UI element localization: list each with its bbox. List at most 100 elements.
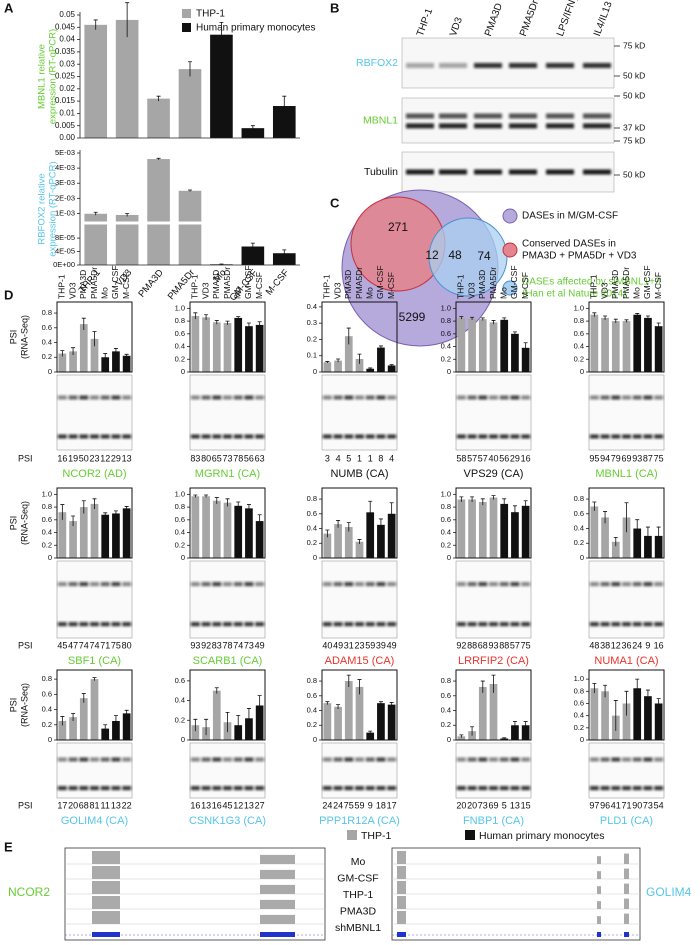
error-bar xyxy=(346,522,351,532)
gel-band xyxy=(68,582,78,587)
error-bar xyxy=(204,314,209,320)
psi-value: 65 xyxy=(212,453,222,463)
error-bar xyxy=(523,721,528,729)
gel-band xyxy=(344,582,354,587)
y-tick-label: 0 xyxy=(181,735,185,744)
bar xyxy=(241,246,265,265)
error-bar xyxy=(60,716,65,726)
bar xyxy=(122,713,131,740)
y-tick-label: 0 xyxy=(181,367,185,376)
x-tick-label: PMA5Dr xyxy=(222,267,232,299)
bar xyxy=(191,725,200,740)
bar xyxy=(590,688,599,740)
axis-break xyxy=(80,221,300,225)
y-tick-label: 0.6 xyxy=(307,509,317,518)
gel-band xyxy=(68,786,78,791)
bar xyxy=(323,533,332,558)
bar xyxy=(334,706,342,740)
venn-count: 5299 xyxy=(399,310,426,324)
psi-value: 47 xyxy=(68,640,78,650)
blot-row-label: RBFOX2 xyxy=(356,57,398,69)
psi-value: 22 xyxy=(122,800,132,810)
error-bar xyxy=(93,19,98,30)
bar xyxy=(590,506,599,558)
psi-value: 13 xyxy=(510,800,520,810)
gel-band xyxy=(201,395,211,400)
y-tick-label: 8E-05 xyxy=(55,233,75,242)
legend-label: DASEs in M/GM-CSF xyxy=(522,211,618,222)
psi-value: 17 xyxy=(57,800,67,810)
bar xyxy=(90,679,99,740)
y-tick-label: 0.4 xyxy=(441,342,451,351)
y-tick-label: 0.6 xyxy=(175,515,185,524)
gel-band xyxy=(467,757,477,762)
bar xyxy=(633,528,642,558)
psi-value: 71 xyxy=(100,640,110,650)
psi-value: 59 xyxy=(354,800,364,810)
y-tick-label: 0 xyxy=(313,367,317,376)
gel-band xyxy=(611,757,621,762)
bar xyxy=(191,496,200,558)
gel-band xyxy=(521,786,531,791)
blot-band xyxy=(509,63,537,68)
gel-band xyxy=(244,395,254,400)
blot-band xyxy=(509,113,537,119)
chart-title: ADAM15 (CA) xyxy=(325,655,395,667)
error-bar xyxy=(470,726,475,736)
gel-band xyxy=(100,622,110,627)
track-peak xyxy=(624,898,629,909)
error-bar xyxy=(470,316,475,320)
psi-value: 59 xyxy=(365,640,375,650)
gel-band xyxy=(344,434,354,439)
chart-title: VPS29 (CA) xyxy=(464,468,524,480)
error-bar xyxy=(523,500,528,511)
gel-band xyxy=(622,395,631,400)
gel-band xyxy=(90,622,99,627)
bar xyxy=(178,69,202,138)
x-tick-label: VD3 xyxy=(200,282,210,299)
gel-band xyxy=(376,757,386,762)
gel-band xyxy=(90,582,99,587)
gel-band xyxy=(244,622,254,627)
error-bar xyxy=(357,679,362,695)
psi-value: 24 xyxy=(322,800,332,810)
legend-label: Conserved DASEs in xyxy=(522,239,616,250)
error-bar xyxy=(480,498,485,506)
gel-band xyxy=(654,395,664,400)
legend-swatch xyxy=(465,830,475,840)
bar xyxy=(644,696,652,740)
bar xyxy=(58,512,67,558)
gel-band xyxy=(622,757,631,762)
psi-value: 88 xyxy=(467,640,477,650)
error-bar xyxy=(592,682,597,694)
psi-value: 78 xyxy=(233,453,243,463)
psi-value: 58 xyxy=(456,453,466,463)
gel-band xyxy=(521,622,531,627)
gel-band xyxy=(255,434,265,439)
x-tick-label: VD3 xyxy=(332,282,342,299)
gel xyxy=(321,374,398,451)
bar xyxy=(355,358,364,372)
bar xyxy=(622,703,631,740)
track-peak xyxy=(597,871,601,879)
error-bar xyxy=(282,249,287,257)
gel-band xyxy=(355,622,364,627)
psi-value: 38 xyxy=(600,640,610,650)
y-tick-label: 0 xyxy=(48,367,52,376)
chart-title: LRRFIP2 (CA) xyxy=(458,655,529,667)
gel-band xyxy=(212,757,222,762)
error-bar xyxy=(656,322,661,330)
y-tick-label: 1E-03 xyxy=(55,208,75,217)
bar xyxy=(90,338,99,372)
gel-band xyxy=(478,786,488,791)
blot xyxy=(401,37,615,89)
y-tick-label: 0.8 xyxy=(307,494,317,503)
track-label: PMA3D xyxy=(340,905,377,917)
error-bar xyxy=(346,327,351,345)
bar xyxy=(84,24,108,139)
y-tick-label: 0.02 xyxy=(59,84,75,93)
y-tick-label: 0.8 xyxy=(441,316,451,325)
marker-label: 37 kD xyxy=(623,122,645,132)
x-tick-label: THP-1 xyxy=(322,274,332,299)
bar xyxy=(611,541,620,558)
